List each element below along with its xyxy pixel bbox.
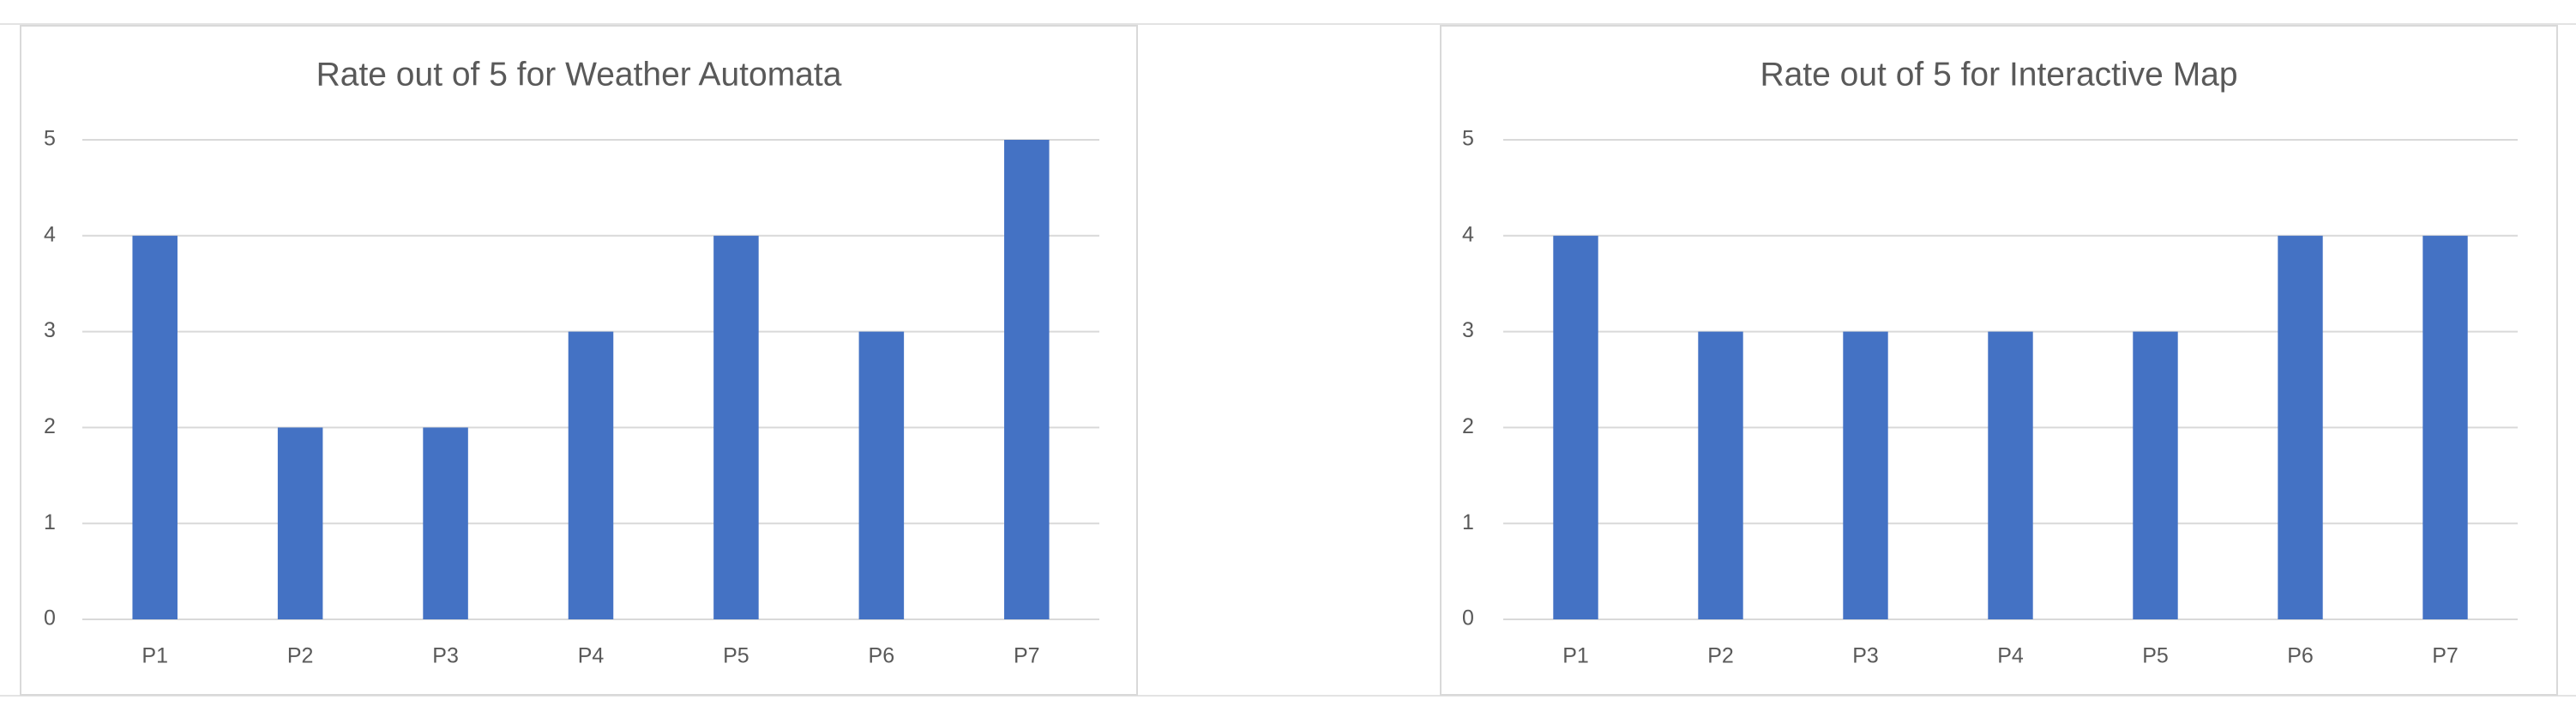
x-tick-label: P5 <box>2142 644 2169 668</box>
bar <box>858 331 905 619</box>
bar <box>132 235 178 619</box>
y-tick-label: 2 <box>44 414 56 438</box>
y-tick-label: 1 <box>1462 510 1474 534</box>
x-tick-label: P6 <box>2287 644 2314 668</box>
x-tick-label: P4 <box>1997 644 2024 668</box>
bar <box>1698 331 1743 619</box>
bar <box>1553 235 1598 619</box>
x-tick-label: P4 <box>578 644 605 668</box>
x-tick-label: P3 <box>1852 644 1879 668</box>
x-tick-label: P7 <box>2432 644 2459 668</box>
y-tick-label: 5 <box>44 127 56 151</box>
x-tick-label: P2 <box>1707 644 1734 668</box>
bar <box>713 235 759 619</box>
bar <box>1988 331 2033 619</box>
bar <box>2133 331 2178 619</box>
bar <box>423 427 468 619</box>
x-tick-label: P1 <box>1562 644 1589 668</box>
x-tick-label: P6 <box>869 644 895 668</box>
bar <box>1004 140 1050 619</box>
bar <box>2423 235 2468 619</box>
y-tick-label: 4 <box>1462 222 1474 246</box>
chart-title: Rate out of 5 for Weather Automata <box>316 56 842 93</box>
bar <box>568 331 614 619</box>
bar <box>1843 331 1888 619</box>
y-tick-label: 1 <box>44 510 56 534</box>
y-tick-label: 4 <box>44 222 56 246</box>
chart-title: Rate out of 5 for Interactive Map <box>1760 56 2237 93</box>
y-tick-label: 0 <box>1462 606 1474 631</box>
x-tick-label: P5 <box>723 644 749 668</box>
y-tick-label: 3 <box>44 318 56 342</box>
x-tick-label: P7 <box>1014 644 1040 668</box>
x-tick-label: P3 <box>432 644 459 668</box>
x-tick-label: P2 <box>287 644 314 668</box>
y-tick-label: 3 <box>1462 318 1474 342</box>
bar <box>2278 235 2323 619</box>
y-tick-label: 0 <box>44 606 56 631</box>
x-tick-label: P1 <box>141 644 168 668</box>
bar <box>277 427 323 619</box>
y-tick-label: 5 <box>1462 127 1474 151</box>
y-tick-label: 2 <box>1462 414 1474 438</box>
